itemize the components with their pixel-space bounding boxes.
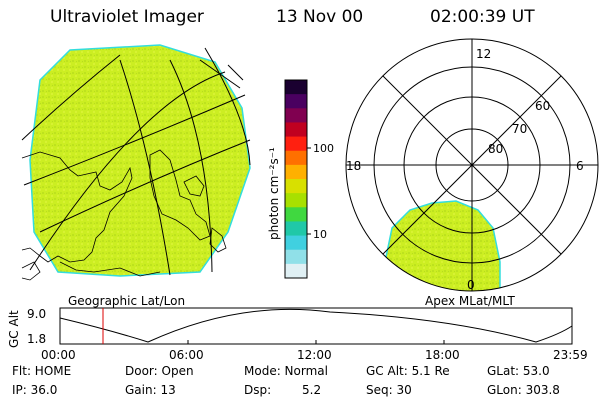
altitude-ytick-bottom: 1.8	[27, 332, 46, 346]
info-glon: GLon: 303.8	[487, 383, 560, 397]
info-mode: Mode: Normal	[244, 364, 328, 378]
info-gain: Gain: 13	[125, 383, 176, 397]
info-dsp-value: 5.2	[302, 383, 321, 397]
altitude-ytick-top: 9.0	[27, 307, 46, 321]
info-dsp-label: Dsp:	[244, 383, 271, 397]
altitude-ylabel: GC Alt	[7, 310, 21, 348]
info-gcalt: GC Alt: 5.1 Re	[366, 364, 450, 378]
altitude-curve	[60, 309, 572, 342]
altitude-xlabel-1: 06:00	[169, 348, 204, 362]
altitude-xlabel-2: 12:00	[297, 348, 332, 362]
info-seq: Seq: 30	[366, 383, 412, 397]
info-glat: GLat: 53.0	[487, 364, 550, 378]
info-door: Door: Open	[125, 364, 194, 378]
info-flt: Flt: HOME	[12, 364, 71, 378]
info-ip: IP: 36.0	[12, 383, 57, 397]
altitude-xlabel-4: 23:59	[553, 348, 588, 362]
altitude-xlabel-0: 00:00	[41, 348, 76, 362]
altitude-xlabel-3: 18:00	[425, 348, 460, 362]
